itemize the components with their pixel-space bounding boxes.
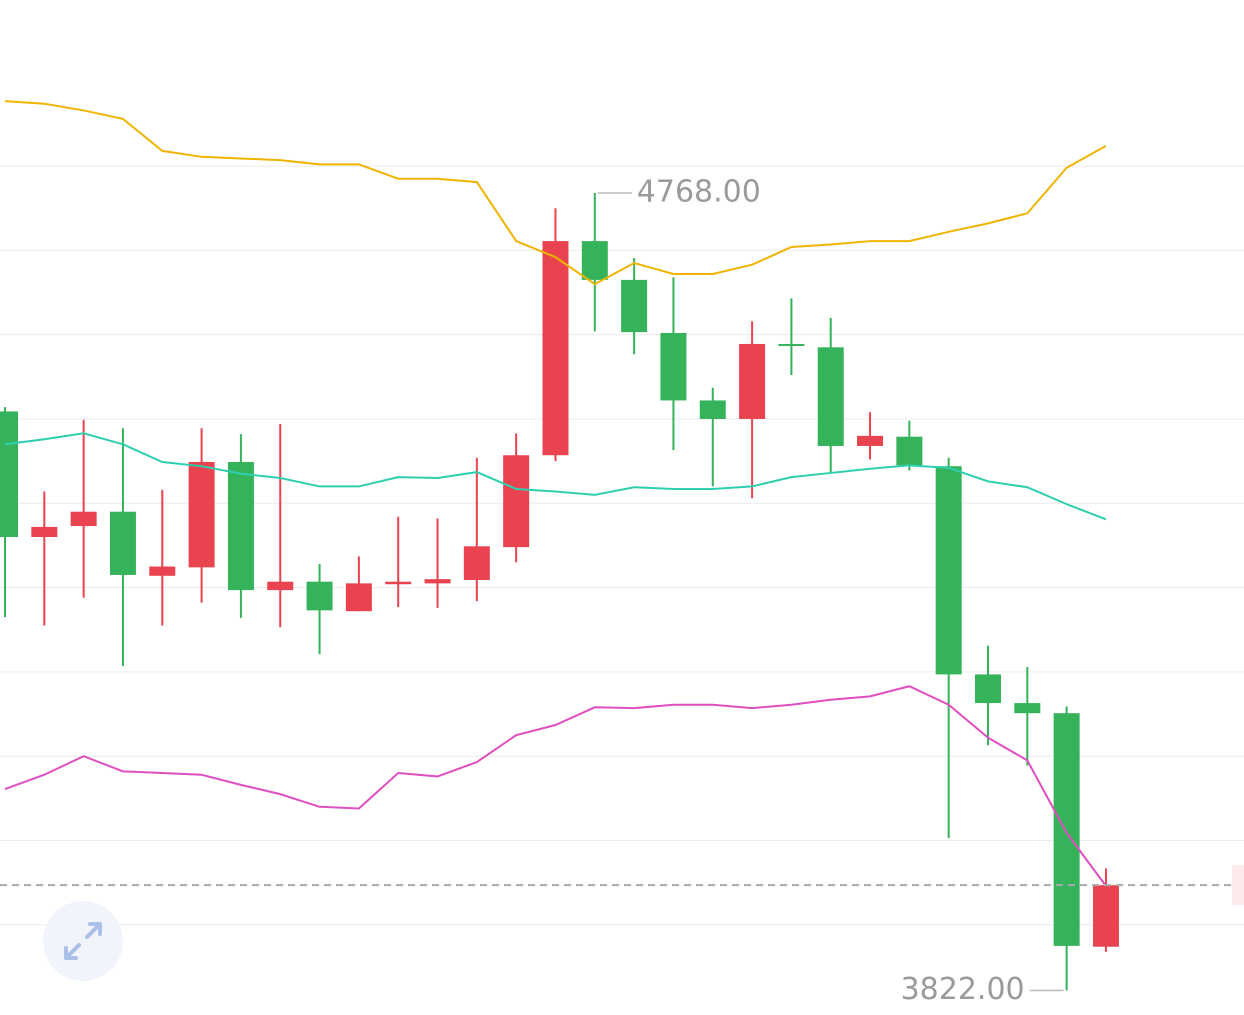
candle-body (31, 526, 58, 538)
candle-body (542, 241, 569, 456)
expand-button[interactable] (43, 901, 123, 981)
candle-body (935, 466, 962, 675)
candle-body (149, 566, 176, 576)
candle-body (1014, 703, 1041, 714)
candle-body (975, 674, 1001, 704)
price-tag-edge (1232, 865, 1244, 905)
candle-body (306, 581, 333, 611)
candle-body (857, 435, 884, 446)
candle-body (424, 579, 451, 584)
candle-body (581, 241, 608, 280)
candle-body (70, 511, 97, 527)
candle-body (739, 343, 766, 419)
band-line (4, 100, 1107, 286)
band-line (4, 432, 1107, 521)
band-line (4, 685, 1107, 887)
candle-body (188, 461, 215, 568)
candle-body (778, 343, 805, 346)
candle-body (896, 436, 923, 466)
annotation-label: 4768.00 (637, 175, 761, 210)
candle-body (227, 461, 254, 591)
candle-body (660, 332, 687, 401)
candle-body (385, 581, 412, 585)
candle-body (463, 546, 490, 580)
candle-body (345, 583, 372, 612)
candle-body (0, 411, 18, 538)
candle-body (109, 511, 136, 575)
candle-body (503, 455, 530, 548)
candle-body (1092, 885, 1119, 947)
annotation-label: 3822.00 (901, 972, 1025, 1007)
candle-body (699, 400, 726, 419)
candle-body (621, 279, 648, 333)
candle-body (817, 347, 844, 446)
candle-body (267, 581, 294, 591)
candle-body (1053, 713, 1080, 946)
